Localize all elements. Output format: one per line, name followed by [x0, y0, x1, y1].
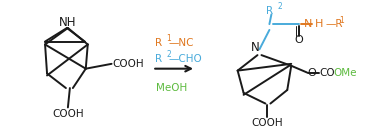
- Text: —NC: —NC: [168, 38, 194, 49]
- Text: COOH: COOH: [252, 118, 283, 128]
- Text: MeOH: MeOH: [156, 83, 188, 93]
- Text: O: O: [295, 35, 304, 45]
- Text: OMe: OMe: [333, 68, 356, 78]
- Text: O: O: [307, 68, 316, 78]
- Text: 2: 2: [166, 50, 171, 59]
- Text: 2: 2: [277, 2, 282, 11]
- Text: COOH: COOH: [52, 109, 84, 119]
- Text: H: H: [315, 19, 324, 29]
- Text: COOH: COOH: [113, 59, 144, 69]
- Text: R: R: [266, 5, 273, 16]
- Text: R: R: [155, 54, 163, 64]
- Text: R: R: [155, 38, 163, 49]
- Text: 1: 1: [339, 16, 344, 25]
- Text: —R: —R: [326, 19, 344, 29]
- Text: 1: 1: [166, 34, 171, 43]
- Text: CO: CO: [319, 68, 335, 78]
- Text: N: N: [304, 19, 312, 29]
- Text: NH: NH: [59, 16, 77, 29]
- Text: N: N: [251, 41, 260, 54]
- Text: —CHO: —CHO: [168, 54, 202, 64]
